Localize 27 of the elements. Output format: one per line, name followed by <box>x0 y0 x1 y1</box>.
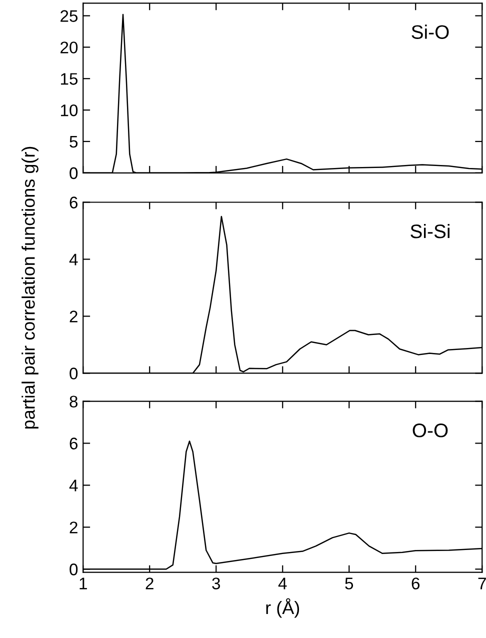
y-tick-label: 6 <box>70 196 78 208</box>
y-tick-label: 2 <box>70 522 78 534</box>
x-tick-label: 2 <box>146 578 154 590</box>
annotation: Si-Si <box>410 224 450 238</box>
y-tick-label: 10 <box>60 104 78 116</box>
y-axis-title: partial pair correlation functions g(r) <box>22 146 38 429</box>
x-tick-label: 5 <box>345 578 354 590</box>
y-tick-label: 15 <box>60 73 78 85</box>
x-axis-title: r (Å) <box>266 598 300 618</box>
x-tick-label: 3 <box>212 578 220 590</box>
y-tick-label: 25 <box>60 10 78 22</box>
y-tick-label: 5 <box>70 136 78 148</box>
y-tick-label: 4 <box>69 254 78 266</box>
y-tick-label: 20 <box>60 42 78 54</box>
x-tick-label: 1 <box>80 578 87 590</box>
x-tick-label: 4 <box>278 578 287 590</box>
annotation: O-O <box>412 424 448 438</box>
y-tick-label: 4 <box>69 480 78 492</box>
y-tick-label: 0 <box>70 368 78 380</box>
annotation: Si-O <box>412 24 449 39</box>
y-tick-label: 2 <box>70 310 78 322</box>
y-tick-label: 8 <box>70 396 78 408</box>
y-tick-label: 0 <box>70 564 78 576</box>
y-tick-label: 0 <box>70 167 78 180</box>
x-tick-label: 7 <box>478 578 486 590</box>
y-tick-label: 6 <box>70 438 78 450</box>
x-tick-label: 6 <box>412 578 420 590</box>
